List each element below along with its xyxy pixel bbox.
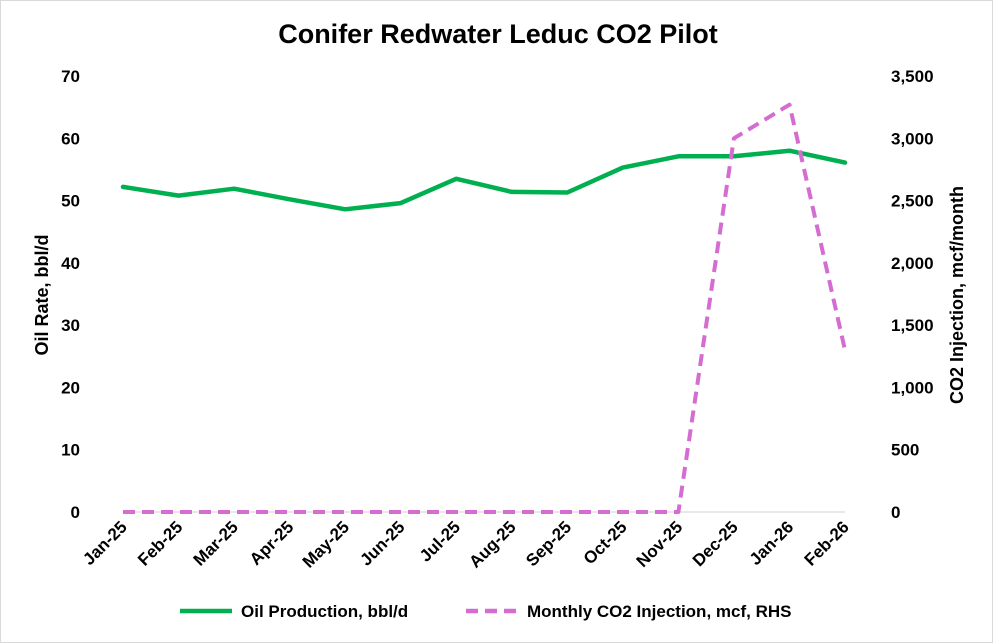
series-line-oil-production [120,148,848,212]
left-tick-label: 30 [61,316,80,335]
right-tick-label: 2,500 [891,192,934,211]
x-tick-label: Aug-25 [465,517,519,571]
legend-label-co2: Monthly CO2 Injection, mcf, RHS [527,602,791,621]
right-tick-label: 500 [891,441,919,460]
x-tick-label: Feb-26 [801,517,853,569]
right-axis-label: CO2 Injection, mcf/month [947,186,967,404]
left-tick-label: 20 [61,378,80,397]
left-tick-label: 40 [61,254,80,273]
right-tick-label: 1,000 [891,378,934,397]
series-line-co2-injection [123,102,847,514]
left-tick-label: 60 [61,129,80,148]
right-tick-label: 3,500 [891,67,934,86]
chart-title: Conifer Redwater Leduc CO2 Pilot [278,19,718,49]
legend: Oil Production, bbl/d Monthly CO2 Inject… [180,602,791,621]
x-tick-label: May-25 [299,517,353,571]
x-tick-label: Jan-26 [746,517,798,569]
left-tick-label: 70 [61,67,80,86]
x-tick-label: Sep-25 [522,517,575,570]
series-lines [120,102,848,514]
right-tick-label: 3,000 [891,129,934,148]
x-tick-label: Nov-25 [633,517,687,571]
right-tick-label: 0 [891,503,900,522]
x-tick-label: Feb-25 [134,517,186,569]
x-tick-label: Jun-25 [356,517,408,569]
x-tick-label: Jan-25 [79,517,131,569]
x-tick-label: Jul-25 [416,517,464,565]
left-tick-label: 50 [61,192,80,211]
right-axis-ticks: 0 500 1,000 1,500 2,000 2,500 3,000 3,500 [891,67,934,522]
legend-label-oil: Oil Production, bbl/d [241,602,408,621]
x-tick-label: Dec-25 [689,517,742,570]
x-axis-ticks: Jan-25 Feb-25 Mar-25 Apr-25 May-25 Jun-25 Jul-… [79,517,853,571]
left-tick-label: 0 [71,503,80,522]
x-tick-label: Mar-25 [190,517,242,569]
left-tick-label: 10 [61,441,80,460]
left-axis-ticks: 0 10 20 30 40 50 60 70 [61,67,80,522]
right-tick-label: 2,000 [891,254,934,273]
left-axis-label: Oil Rate, bbl/d [32,234,52,355]
x-tick-label: Apr-25 [246,517,298,569]
x-tick-label: Oct-25 [580,517,631,568]
right-tick-label: 1,500 [891,316,934,335]
